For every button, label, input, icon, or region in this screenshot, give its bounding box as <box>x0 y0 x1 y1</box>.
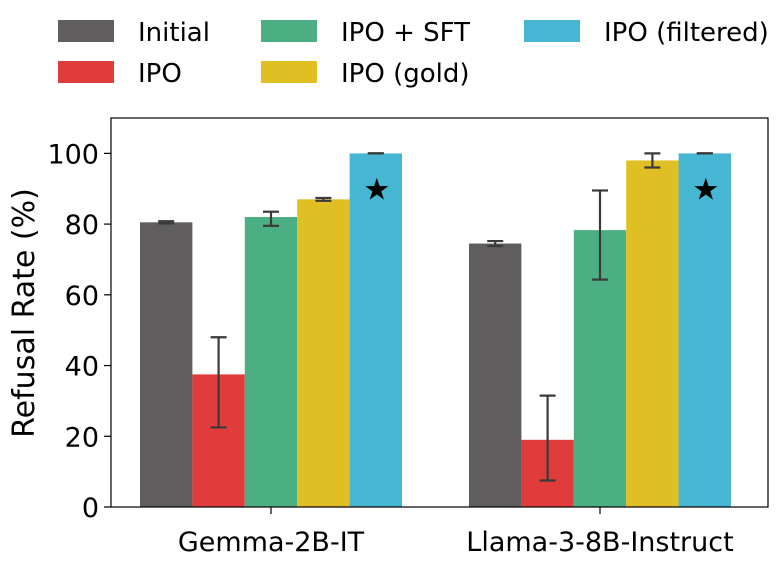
legend-swatch-3 <box>261 61 317 83</box>
legend: Initial IPO IPO + SFT IPO (gold) IPO (filter… <box>58 18 769 89</box>
legend-label-4: IPO (filtered) <box>604 18 769 48</box>
bar-initial-0 <box>140 222 193 507</box>
star-marker-1: ★ <box>692 172 719 207</box>
bar-ipo-filtered--1 <box>678 153 731 507</box>
star-marker-0: ★ <box>363 172 390 207</box>
error-bar-3-0 <box>315 196 332 202</box>
y-tick-label-80: 80 <box>65 210 99 241</box>
error-bar-2-0 <box>263 210 279 227</box>
legend-label-3: IPO (gold) <box>341 59 470 89</box>
plot-area: ★ ★ 0 20 40 60 80 100 Gemma-2B-IT Llama-3-8B-Inst… <box>47 117 769 558</box>
error-bar-1-0 <box>210 336 227 429</box>
error-bar-3-1 <box>644 152 661 169</box>
bar-ipo-gold--0 <box>297 199 350 507</box>
bar-initial-1 <box>469 243 522 508</box>
bar-ipo-sft-0 <box>244 217 298 507</box>
error-bar-0-0 <box>158 220 175 225</box>
bar-ipo-gold--1 <box>626 160 679 507</box>
x-tick-label-1: Llama-3-8B-Instruct <box>466 527 733 558</box>
y-axis-label: Refusal Rate (%) <box>7 188 42 438</box>
error-bar-1-1 <box>539 394 556 482</box>
y-tick-label-0: 0 <box>82 493 99 524</box>
error-bar-2-1 <box>592 189 608 281</box>
legend-swatch-2 <box>261 20 317 42</box>
axes-frame <box>110 117 769 508</box>
error-bar-0-1 <box>487 239 504 248</box>
legend-swatch-4 <box>524 20 580 42</box>
bar-ipo-filtered--0 <box>349 153 402 507</box>
y-tick-label-60: 60 <box>65 281 99 312</box>
y-tick-label-20: 20 <box>65 422 99 453</box>
legend-label-1: IPO <box>138 59 182 89</box>
y-tick-label-100: 100 <box>47 139 99 170</box>
legend-label-0: Initial <box>138 18 210 48</box>
legend-swatch-0 <box>58 20 114 42</box>
legend-label-2: IPO + SFT <box>341 18 470 48</box>
x-tick-label-0: Gemma-2B-IT <box>178 527 365 558</box>
legend-swatch-1 <box>58 61 114 83</box>
y-tick-label-40: 40 <box>65 352 99 383</box>
